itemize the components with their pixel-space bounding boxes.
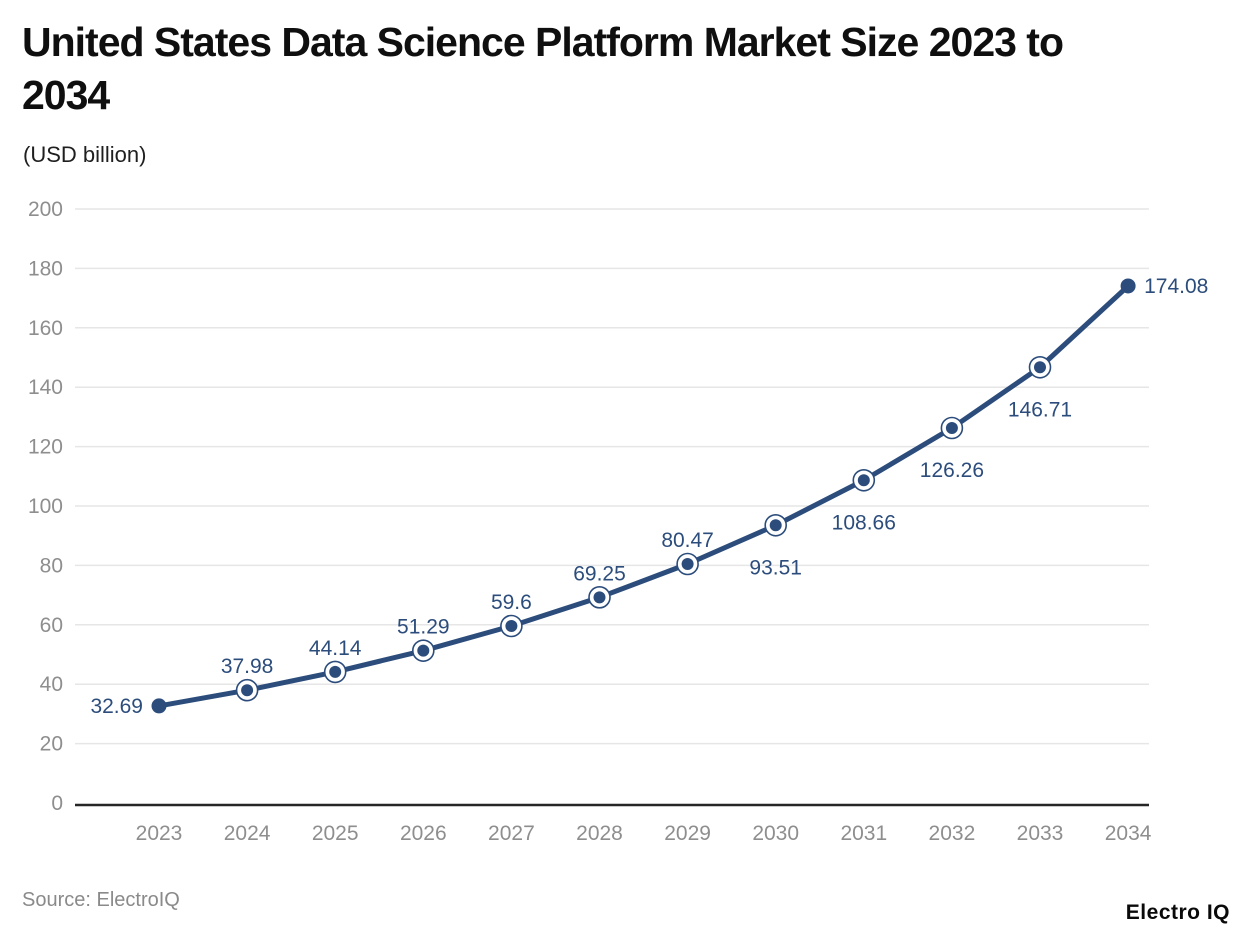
x-tick-label: 2025 xyxy=(312,822,359,845)
data-point-label: 108.66 xyxy=(832,511,896,534)
y-tick-label: 0 xyxy=(51,792,63,815)
data-point-label: 93.51 xyxy=(749,556,802,579)
data-point-marker xyxy=(1034,361,1046,374)
page-title-line1: United States Data Science Platform Mark… xyxy=(22,19,1064,65)
x-tick-label: 2033 xyxy=(1017,822,1064,845)
y-tick-label: 200 xyxy=(28,198,63,221)
x-tick-label: 2028 xyxy=(576,822,623,845)
x-tick-label: 2034 xyxy=(1105,822,1152,845)
data-point-marker xyxy=(769,519,782,532)
y-tick-label: 140 xyxy=(28,376,63,399)
data-point-label: 80.47 xyxy=(661,529,714,552)
data-point-label: 51.29 xyxy=(397,616,450,639)
y-tick-label: 80 xyxy=(40,554,63,577)
y-tick-label: 180 xyxy=(28,257,63,280)
data-point-label: 44.14 xyxy=(309,637,362,660)
source-note: Source: ElectroIQ xyxy=(22,889,180,911)
data-point-label: 32.69 xyxy=(90,695,143,718)
data-point-marker xyxy=(1120,278,1136,294)
data-point-label: 126.26 xyxy=(920,459,984,482)
data-point-marker xyxy=(417,644,430,657)
data-point-label: 59.6 xyxy=(491,591,532,614)
data-point-marker xyxy=(593,591,606,604)
series-line xyxy=(156,283,1131,709)
y-tick-label: 160 xyxy=(28,317,63,340)
x-tick-label: 2029 xyxy=(664,822,711,845)
data-point-marker xyxy=(151,698,167,714)
y-tick-label: 100 xyxy=(28,495,63,518)
data-point-marker xyxy=(681,558,694,571)
data-point-marker xyxy=(505,619,518,632)
x-tick-label: 2026 xyxy=(400,822,447,845)
page-title-line2: 2034 xyxy=(22,72,110,118)
x-tick-label: 2027 xyxy=(488,822,535,845)
chart-unit-label: (USD billion) xyxy=(23,142,147,167)
x-tick-label: 2030 xyxy=(752,822,799,845)
y-tick-label: 40 xyxy=(40,673,63,696)
y-tick-label: 120 xyxy=(28,436,63,459)
x-tick-label: 2032 xyxy=(929,822,976,845)
data-point-marker xyxy=(857,474,870,487)
data-point-marker xyxy=(329,665,342,678)
y-tick-label: 20 xyxy=(40,733,63,756)
x-tick-label: 2023 xyxy=(136,822,183,845)
data-point-marker xyxy=(945,422,958,435)
x-tick-label: 2031 xyxy=(840,822,887,845)
data-point-label: 37.98 xyxy=(221,655,274,678)
data-point-label: 174.08 xyxy=(1144,275,1208,298)
brand-logo: Electro IQ xyxy=(1125,901,1230,924)
data-point-label: 146.71 xyxy=(1008,398,1072,421)
y-tick-label: 60 xyxy=(40,614,63,637)
page-title: United States Data Science Platform Mark… xyxy=(22,16,1064,122)
x-tick-label: 2024 xyxy=(224,822,271,845)
data-point-marker xyxy=(241,684,254,697)
data-point-label: 69.25 xyxy=(573,562,626,585)
